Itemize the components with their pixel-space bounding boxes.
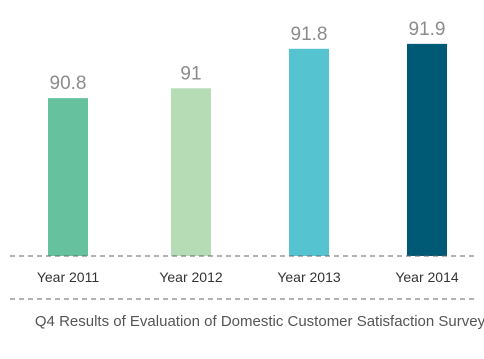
data-label: 91 xyxy=(180,63,201,84)
x-tick-label: Year 2014 xyxy=(395,269,459,285)
x-tick-label: Year 2013 xyxy=(277,269,341,285)
bar-year-2014 xyxy=(407,43,447,256)
x-tick-label: Year 2012 xyxy=(159,269,223,285)
bar-year-2012 xyxy=(171,88,211,257)
data-label: 91.8 xyxy=(291,24,328,45)
data-label: 90.8 xyxy=(50,73,87,94)
bar-year-2011 xyxy=(48,98,88,256)
bar-year-2013 xyxy=(289,48,329,256)
chart-caption: Q4 Results of Evaluation of Domestic Cus… xyxy=(34,313,484,330)
data-label: 91.9 xyxy=(409,19,446,40)
x-tick-label: Year 2011 xyxy=(37,269,99,285)
